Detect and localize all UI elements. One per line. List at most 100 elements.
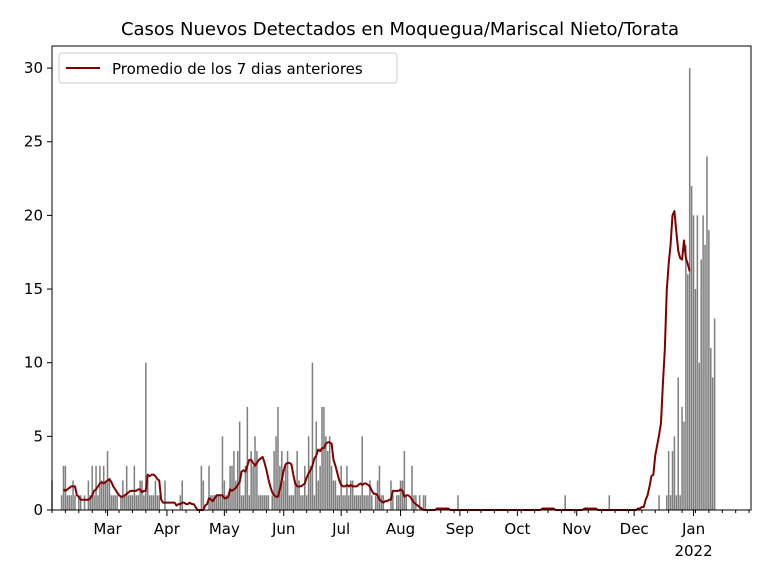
bar — [99, 465, 101, 510]
bar — [252, 465, 254, 510]
axes-frame — [51, 45, 752, 511]
bar — [277, 406, 279, 510]
bar — [294, 480, 296, 510]
bar — [336, 495, 339, 510]
bar — [246, 406, 249, 510]
bar — [608, 495, 611, 510]
bar — [181, 480, 183, 510]
y-tick-label: 15 — [24, 280, 43, 298]
bar — [137, 495, 139, 510]
y-tick-label: 5 — [33, 427, 43, 445]
bar — [275, 436, 277, 510]
bar — [215, 495, 218, 510]
bar — [210, 495, 212, 510]
bar — [679, 495, 681, 510]
bar — [286, 451, 289, 510]
bar — [296, 451, 298, 510]
y-tick-label: 20 — [24, 206, 43, 224]
bar — [708, 230, 710, 510]
bar — [242, 495, 245, 510]
y-tick-label: 25 — [24, 133, 43, 151]
plot-area — [52, 46, 751, 510]
bar — [325, 436, 327, 510]
bar — [344, 495, 346, 510]
bar — [101, 480, 103, 510]
bar — [258, 495, 260, 510]
bar — [141, 480, 143, 510]
bar — [72, 480, 74, 510]
bar — [292, 495, 295, 510]
bar — [133, 465, 136, 510]
moving-average-line — [62, 209, 691, 511]
bar — [702, 215, 704, 510]
x-tick-label: Jun — [271, 520, 295, 538]
bar — [200, 465, 203, 510]
bar — [129, 495, 132, 510]
bar — [91, 465, 93, 510]
bar — [665, 495, 668, 510]
bar — [673, 436, 676, 510]
bar — [365, 495, 367, 510]
bar — [403, 451, 406, 510]
bar — [263, 495, 266, 510]
bar — [97, 495, 99, 510]
bar — [363, 495, 365, 510]
bar — [369, 480, 371, 510]
bar — [60, 495, 63, 510]
bar — [89, 495, 92, 510]
bar — [271, 495, 273, 510]
bar — [405, 495, 408, 510]
bar — [713, 318, 716, 510]
bar — [710, 347, 712, 510]
bar — [392, 495, 394, 510]
bar — [143, 495, 145, 510]
bar — [321, 406, 323, 510]
bar — [102, 465, 105, 510]
bar — [690, 185, 693, 510]
bar — [355, 495, 358, 510]
bar — [671, 451, 674, 510]
x-tick-label: Nov — [562, 520, 591, 538]
bar — [212, 495, 214, 510]
bar — [328, 436, 331, 510]
bar — [254, 436, 256, 510]
bar — [305, 495, 308, 510]
x-tick-year-label: 2022 — [674, 542, 712, 560]
bar — [116, 495, 118, 510]
bar — [669, 495, 672, 510]
bar — [135, 495, 138, 510]
bar — [146, 480, 149, 510]
y-tick-label: 10 — [24, 354, 43, 372]
bar — [261, 495, 264, 510]
bar — [148, 495, 151, 510]
bar — [658, 495, 660, 510]
x-tick-label: Dec — [620, 520, 649, 538]
bar — [284, 465, 287, 510]
bar — [300, 495, 302, 510]
x-tick-label: May — [209, 520, 240, 538]
bar — [704, 244, 706, 511]
bar — [319, 465, 321, 510]
bar — [237, 451, 239, 510]
bar — [259, 495, 262, 510]
bar — [338, 495, 341, 510]
bar — [145, 362, 147, 510]
bar — [457, 495, 459, 510]
bar — [349, 480, 352, 510]
bar — [150, 495, 153, 510]
bar — [223, 480, 226, 510]
bar — [256, 451, 258, 510]
bar — [158, 495, 161, 510]
bar — [353, 495, 356, 510]
bar — [120, 495, 122, 510]
bar — [687, 274, 689, 510]
bar — [397, 495, 400, 510]
bar — [298, 480, 300, 510]
bar — [332, 480, 335, 510]
bar — [688, 68, 691, 510]
bar — [238, 421, 241, 510]
bar — [214, 495, 216, 510]
bar — [401, 480, 404, 510]
bar — [87, 480, 90, 510]
